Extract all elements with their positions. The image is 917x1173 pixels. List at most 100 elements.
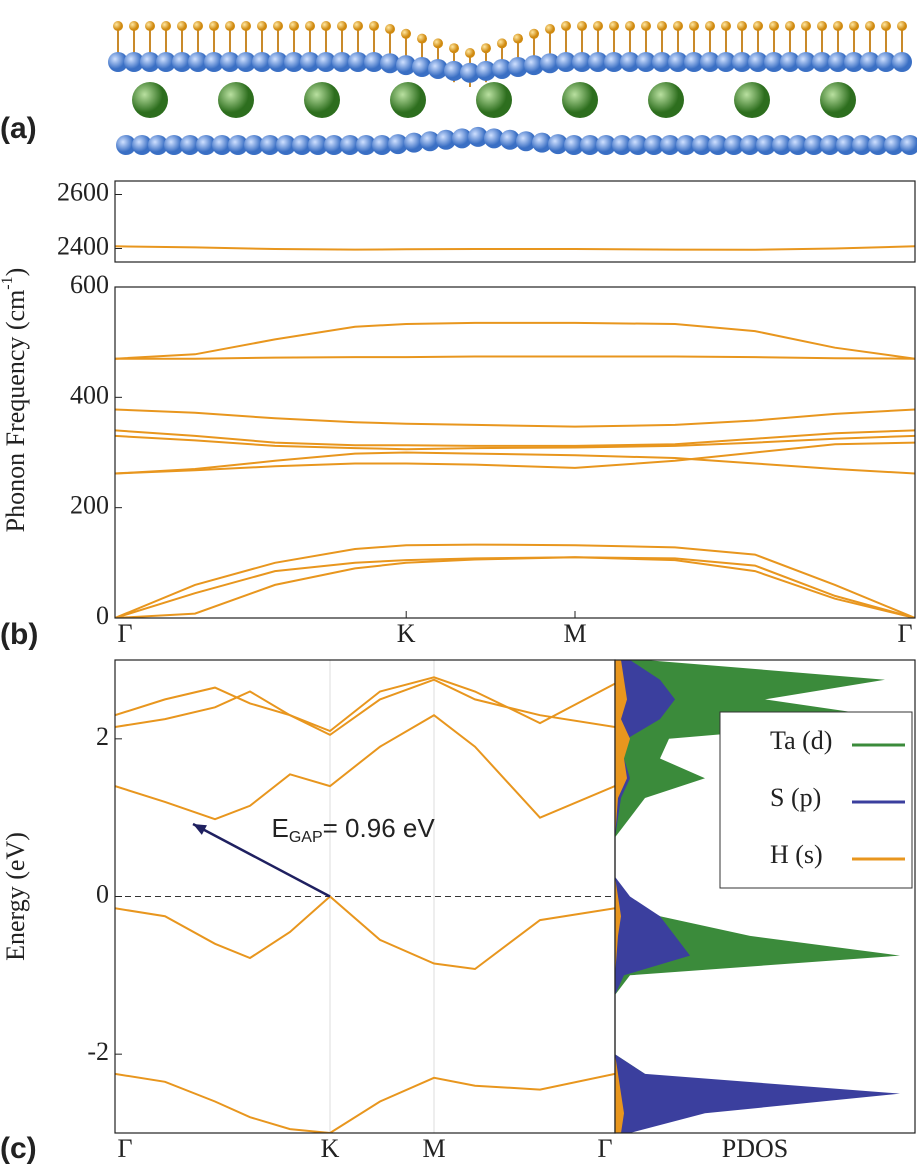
atom bbox=[577, 21, 587, 31]
x-tick-label: Γ bbox=[897, 619, 912, 648]
atom bbox=[156, 52, 176, 72]
y-axis-label: Energy (eV) bbox=[1, 832, 30, 961]
atom bbox=[340, 135, 360, 155]
atom bbox=[433, 38, 443, 49]
atom bbox=[428, 58, 448, 79]
atom bbox=[648, 82, 684, 118]
atom bbox=[676, 135, 696, 155]
label-part: -1 bbox=[0, 276, 16, 289]
atom bbox=[516, 131, 536, 152]
atom bbox=[108, 52, 128, 72]
atom bbox=[769, 21, 779, 31]
atom bbox=[868, 135, 888, 155]
atom bbox=[132, 82, 168, 118]
y-tick-label: 0 bbox=[96, 601, 109, 630]
atom bbox=[897, 21, 907, 31]
atom bbox=[337, 21, 347, 31]
atom bbox=[236, 52, 256, 72]
atom bbox=[628, 135, 648, 155]
atom bbox=[132, 135, 152, 155]
atom bbox=[785, 21, 795, 31]
atom bbox=[308, 135, 328, 155]
atom bbox=[564, 135, 584, 155]
atom bbox=[548, 134, 568, 155]
atom bbox=[734, 82, 770, 118]
atom bbox=[756, 135, 776, 155]
atom bbox=[177, 21, 187, 31]
atom bbox=[684, 52, 704, 72]
x-tick-label: K bbox=[321, 1134, 340, 1163]
atom bbox=[660, 135, 680, 155]
atom bbox=[513, 33, 523, 44]
band-line bbox=[115, 441, 915, 475]
x-tick-label: M bbox=[422, 1134, 445, 1163]
atom bbox=[273, 21, 283, 31]
crystal-structure bbox=[108, 21, 917, 155]
atom bbox=[284, 52, 304, 72]
gap-arrow bbox=[192, 822, 331, 898]
atom bbox=[369, 21, 379, 31]
annotation-part: = 0.96 eV bbox=[323, 813, 436, 843]
band-line bbox=[115, 556, 915, 618]
atom bbox=[420, 131, 440, 152]
atom bbox=[588, 52, 608, 72]
atom bbox=[356, 135, 376, 155]
atom bbox=[561, 21, 571, 31]
atom bbox=[225, 21, 235, 31]
atom bbox=[900, 135, 917, 155]
band-line bbox=[115, 434, 915, 451]
atom bbox=[484, 128, 504, 149]
atom bbox=[412, 57, 432, 78]
atom bbox=[673, 21, 683, 31]
atom bbox=[849, 21, 859, 31]
atom bbox=[289, 21, 299, 31]
legend-label: S (p) bbox=[770, 783, 821, 812]
x-tick-label: Γ bbox=[117, 1134, 132, 1163]
atom bbox=[812, 52, 832, 72]
atom bbox=[596, 135, 616, 155]
atom bbox=[460, 62, 480, 83]
panel-label: (a) bbox=[0, 112, 37, 145]
atom bbox=[833, 21, 843, 31]
atom bbox=[129, 21, 139, 31]
atom bbox=[620, 52, 640, 72]
band-line bbox=[115, 678, 615, 737]
atom bbox=[204, 52, 224, 72]
atom bbox=[348, 52, 368, 72]
atom bbox=[113, 21, 123, 31]
atom bbox=[562, 82, 598, 118]
band-line bbox=[115, 895, 615, 971]
atom bbox=[244, 135, 264, 155]
atom bbox=[652, 52, 672, 72]
atom bbox=[817, 21, 827, 31]
x-tick-label: Γ bbox=[117, 619, 132, 648]
annotation-part: E bbox=[272, 813, 289, 843]
atom bbox=[380, 53, 400, 74]
atom bbox=[396, 55, 416, 76]
atom bbox=[593, 21, 603, 31]
atom bbox=[465, 48, 475, 58]
atom bbox=[545, 24, 555, 34]
atom bbox=[657, 21, 667, 31]
atom bbox=[532, 132, 552, 153]
plot-area bbox=[115, 321, 915, 618]
atom bbox=[452, 128, 472, 149]
atom bbox=[641, 21, 651, 31]
atom bbox=[524, 55, 544, 76]
atom bbox=[796, 52, 816, 72]
band-line bbox=[115, 321, 915, 360]
axes-frame bbox=[114, 286, 916, 619]
atom bbox=[401, 28, 411, 39]
atom bbox=[772, 135, 792, 155]
legend-label: Ta (d) bbox=[770, 726, 832, 755]
atom bbox=[300, 52, 320, 72]
atom bbox=[180, 135, 200, 155]
atom bbox=[689, 21, 699, 31]
atom bbox=[145, 21, 155, 31]
atom bbox=[580, 135, 600, 155]
atom bbox=[364, 52, 384, 72]
atom bbox=[241, 21, 251, 31]
atom bbox=[268, 52, 288, 72]
atom bbox=[788, 135, 808, 155]
legend: Ta (d) S (p) H (s) bbox=[719, 711, 913, 889]
